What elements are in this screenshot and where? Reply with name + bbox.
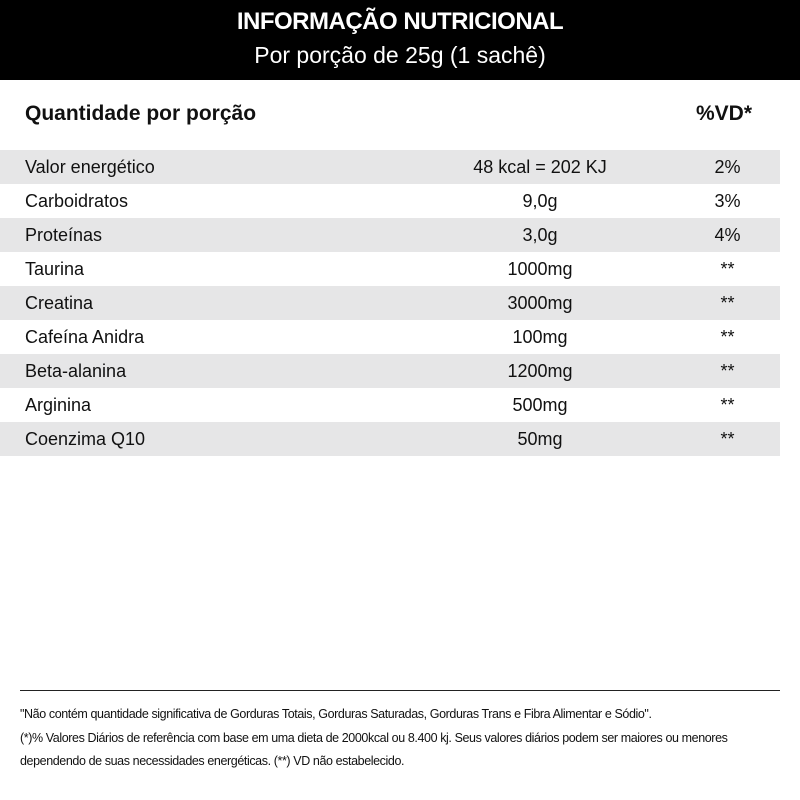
table-row: Coenzima Q10 50mg ** (0, 422, 780, 456)
nutrient-name: Valor energético (25, 157, 155, 177)
footnote-2: (*)% Valores Diários de referência com b… (20, 731, 728, 745)
table-row: Arginina 500mg ** (0, 388, 780, 422)
table-row: Carboidratos 9,0g 3% (0, 184, 780, 218)
nutrient-name: Proteínas (25, 225, 103, 245)
vd-column-header: %VD* (696, 102, 753, 125)
page-title: INFORMAÇÃO NUTRICIONAL (236, 8, 564, 35)
table-row: Beta-alanina 1200mg ** (0, 354, 780, 388)
nutrient-amount: 100mg (512, 327, 568, 347)
nutrient-name: Cafeína Anidra (25, 327, 145, 347)
nutrient-name: Creatina (25, 293, 94, 313)
nutrient-amount: 50mg (517, 429, 563, 449)
table-row: Cafeína Anidra 100mg ** (0, 320, 780, 354)
nutrient-vd: ** (720, 327, 735, 347)
divider (20, 690, 780, 691)
nutrient-vd: ** (720, 361, 735, 381)
nutrient-vd: ** (720, 395, 735, 415)
nutrient-vd: ** (720, 293, 735, 313)
nutrient-name: Carboidratos (25, 191, 129, 211)
nutrient-name: Taurina (25, 259, 85, 279)
nutrient-amount: 1000mg (507, 259, 573, 279)
nutrient-amount: 3,0g (522, 225, 558, 245)
table-row: Valor energético 48 kcal = 202 KJ 2% (0, 150, 780, 184)
nutrient-vd: 2% (714, 157, 741, 177)
table-row: Proteínas 3,0g 4% (0, 218, 780, 252)
nutrient-vd: 3% (714, 191, 741, 211)
nutrient-vd: ** (720, 429, 735, 449)
serving-size: Por porção de 25g (1 sachê) (254, 42, 546, 68)
nutrient-amount: 48 kcal = 202 KJ (473, 157, 607, 177)
nutrient-vd: ** (720, 259, 735, 279)
nutrient-vd: 4% (714, 225, 741, 245)
nutrient-name: Beta-alanina (25, 361, 127, 381)
nutrient-name: Arginina (25, 395, 92, 415)
footnote-3: dependendo de suas necessidades energéti… (20, 754, 405, 768)
nutrient-amount: 3000mg (507, 293, 573, 313)
nutrient-amount: 500mg (512, 395, 568, 415)
table-header: INFORMAÇÃO NUTRICIONAL Por porção de 25g… (0, 0, 800, 80)
nutrient-amount: 9,0g (522, 191, 558, 211)
nutrient-amount: 1200mg (507, 361, 573, 381)
table-row: Taurina 1000mg ** (0, 252, 780, 286)
footnote-1: "Não contém quantidade significativa de … (20, 707, 652, 721)
quantity-column-header: Quantidade por porção (25, 102, 257, 125)
nutrient-name: Coenzima Q10 (25, 429, 146, 449)
table-row: Creatina 3000mg ** (0, 286, 780, 320)
